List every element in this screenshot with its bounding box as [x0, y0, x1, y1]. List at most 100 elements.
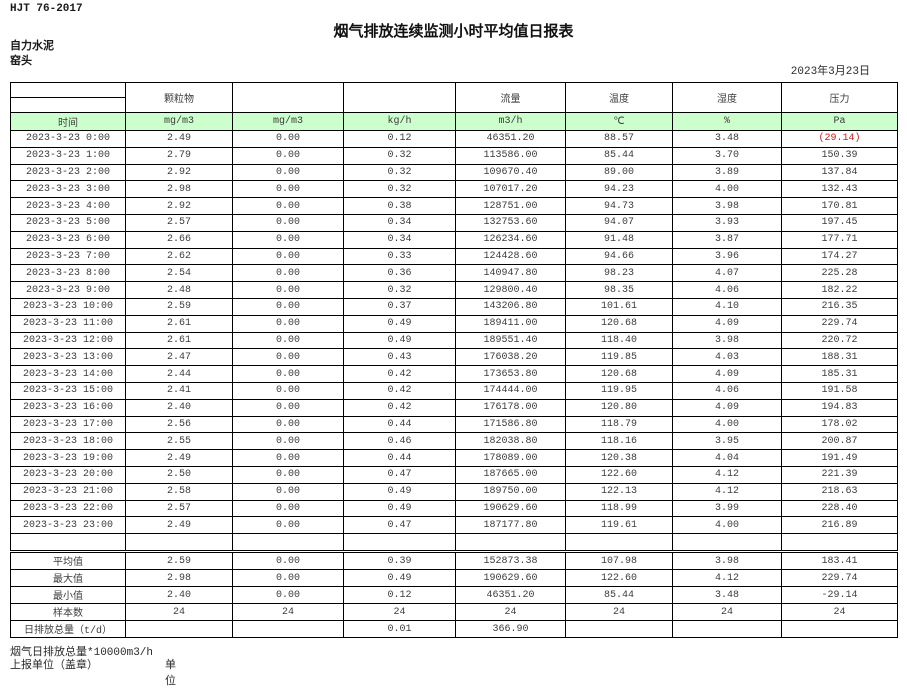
value-cell: 0.00 — [232, 432, 344, 451]
value-cell: 0.33 — [343, 247, 456, 266]
value-cell: 173653.80 — [455, 365, 566, 383]
time-cell: 2023-3-23 2:00 — [10, 163, 126, 182]
value-cell: 120.38 — [565, 449, 673, 467]
value-cell: 3.89 — [672, 163, 782, 182]
empty-cell — [125, 533, 233, 551]
value-cell: 189551.40 — [455, 331, 566, 350]
value-cell: 0.00 — [232, 281, 344, 299]
value-cell: 0.49 — [343, 331, 456, 350]
value-cell: 2.92 — [125, 197, 233, 215]
value-cell: 3.87 — [672, 230, 782, 249]
column-group-header-temperature: 温度 — [565, 82, 673, 113]
value-cell: 137.84 — [781, 163, 898, 182]
time-cell: 2023-3-23 1:00 — [10, 146, 126, 165]
table-row: 2023-3-23 6:00 2.66 0.00 0.34 126234.60 91.48… — [10, 230, 898, 249]
value-cell: 98.35 — [565, 281, 673, 299]
value-cell: (29.14) — [781, 130, 898, 148]
table-row: 2023-3-23 9:00 2.48 0.00 0.32 129800.40 98.35… — [10, 281, 898, 299]
column-group-header-humidity: 湿度 — [672, 82, 782, 113]
value-cell: 176178.00 — [455, 398, 566, 417]
value-cell: 0.32 — [343, 146, 456, 165]
value-cell: 216.89 — [781, 516, 898, 535]
value-cell: 98.23 — [565, 264, 673, 283]
value-cell: 197.45 — [781, 213, 898, 232]
value-cell: 0.34 — [343, 230, 456, 249]
summary-value-cell: 2.40 — [125, 586, 233, 604]
value-cell: 119.95 — [565, 381, 673, 400]
time-cell: 2023-3-23 6:00 — [10, 230, 126, 249]
value-cell: 178.02 — [781, 415, 898, 434]
value-cell: 0.00 — [232, 314, 344, 333]
value-cell: 0.00 — [232, 146, 344, 165]
unit-header-row: 时间 mg/m3 mg/m3 kg/h m3/h ℃ % Pa — [10, 112, 898, 131]
summary-value-cell: -29.14 — [781, 586, 898, 604]
empty-row — [10, 533, 898, 551]
time-column-header: 时间 — [10, 112, 126, 131]
value-cell: 171586.80 — [455, 415, 566, 434]
value-cell: 2.47 — [125, 348, 233, 367]
summary-value-cell: 3.48 — [672, 586, 782, 604]
table-row: 2023-3-23 19:00 2.49 0.00 0.44 178089.00 120.… — [10, 449, 898, 467]
time-cell: 2023-3-23 20:00 — [10, 465, 126, 484]
summary-value-cell — [125, 620, 233, 638]
value-cell: 2.58 — [125, 482, 233, 501]
value-cell: 0.00 — [232, 449, 344, 467]
summary-label-cell: 最小值 — [10, 586, 126, 604]
value-cell: 2.61 — [125, 331, 233, 350]
value-cell: 89.00 — [565, 163, 673, 182]
value-cell: 0.00 — [232, 264, 344, 283]
table-row: 2023-3-23 7:00 2.62 0.00 0.33 124428.60 94.66… — [10, 247, 898, 266]
table-row: 2023-3-23 0:00 2.49 0.00 0.12 46351.20 88.57 3… — [10, 130, 898, 148]
table-row: 2023-3-23 22:00 2.57 0.00 0.49 190629.60 118.… — [10, 499, 898, 518]
value-cell: 124428.60 — [455, 247, 566, 266]
value-cell: 46351.20 — [455, 130, 566, 148]
unit-cell: mg/m3 — [232, 112, 344, 131]
value-cell: 120.68 — [565, 314, 673, 333]
value-cell: 4.10 — [672, 297, 782, 316]
column-group-header-pressure: 压力 — [781, 82, 898, 113]
table-row: 2023-3-23 1:00 2.79 0.00 0.32 113586.00 85.44… — [10, 146, 898, 165]
value-cell: 119.61 — [565, 516, 673, 535]
value-cell: 4.03 — [672, 348, 782, 367]
summary-value-cell — [565, 620, 673, 638]
value-cell: 2.92 — [125, 163, 233, 182]
summary-value-cell: 2.59 — [125, 552, 233, 570]
value-cell: 182038.80 — [455, 432, 566, 451]
value-cell: 2.98 — [125, 180, 233, 199]
value-cell: 4.06 — [672, 281, 782, 299]
total-note: 烟气日排放总量*10000m3/h — [10, 647, 154, 659]
header-group-row: 颗粒物 流量 温度 湿度 压力 — [10, 82, 898, 113]
summary-value-cell: 0.01 — [343, 620, 456, 638]
value-cell: 4.00 — [672, 180, 782, 199]
value-cell: 2.49 — [125, 449, 233, 467]
value-cell: 0.00 — [232, 213, 344, 232]
value-cell: 220.72 — [781, 331, 898, 350]
time-cell: 2023-3-23 18:00 — [10, 432, 126, 451]
value-cell: 3.48 — [672, 130, 782, 148]
value-cell: 2.56 — [125, 415, 233, 434]
empty-cell — [781, 533, 898, 551]
standard-code: HJT 76-2017 — [10, 3, 83, 15]
value-cell: 4.12 — [672, 482, 782, 501]
table-row: 2023-3-23 21:00 2.58 0.00 0.49 189750.00 122.… — [10, 482, 898, 501]
unit-cell: m3/h — [455, 112, 566, 131]
value-cell: 3.98 — [672, 197, 782, 215]
summary-value-cell: 0.00 — [232, 552, 344, 570]
value-cell: 229.74 — [781, 314, 898, 333]
summary-value-cell: 366.90 — [455, 620, 566, 638]
value-cell: 4.09 — [672, 314, 782, 333]
company-name: 自力水泥 — [10, 41, 54, 53]
value-cell: 2.62 — [125, 247, 233, 266]
summary-value-cell: 24 — [232, 603, 344, 621]
time-cell: 2023-3-23 7:00 — [10, 247, 126, 266]
value-cell: 191.58 — [781, 381, 898, 400]
value-cell: 118.40 — [565, 331, 673, 350]
value-cell: 3.95 — [672, 432, 782, 451]
value-cell: 2.57 — [125, 213, 233, 232]
value-cell: 140947.80 — [455, 264, 566, 283]
value-cell: 189411.00 — [455, 314, 566, 333]
unit-cell: kg/h — [343, 112, 456, 131]
time-cell: 2023-3-23 13:00 — [10, 348, 126, 367]
value-cell: 174.27 — [781, 247, 898, 266]
value-cell: 2.59 — [125, 297, 233, 316]
